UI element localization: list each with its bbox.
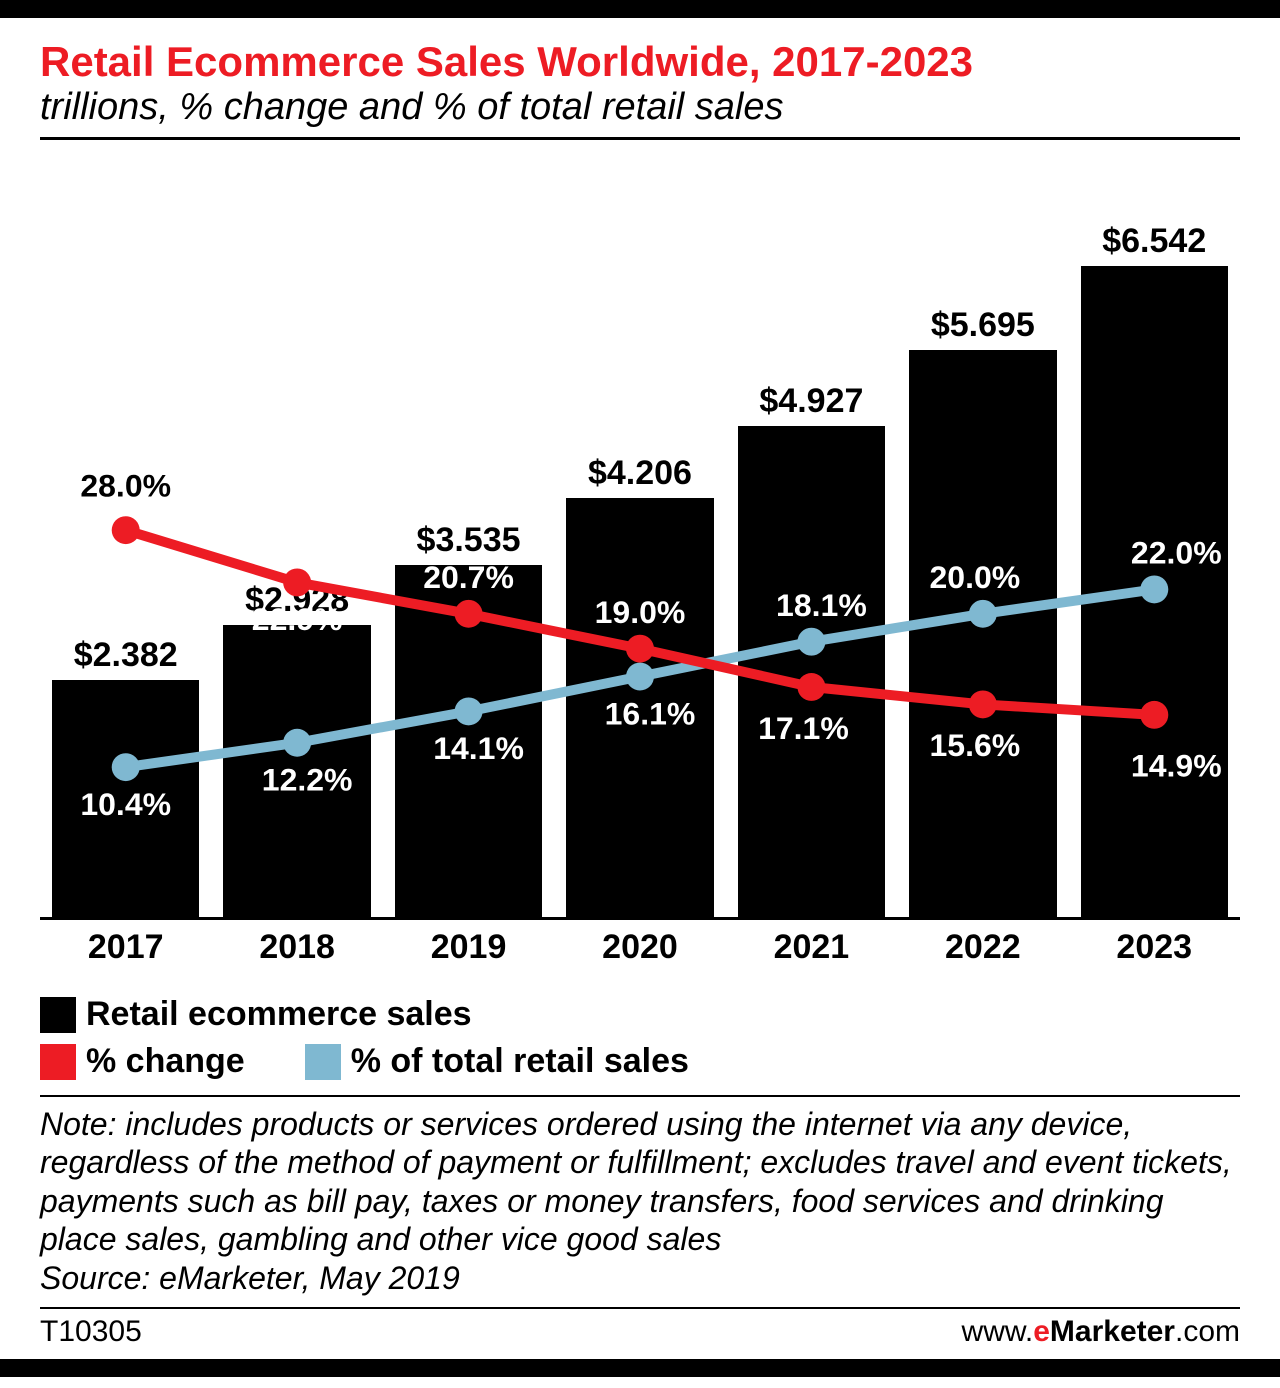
site-brand: Marketer xyxy=(1050,1315,1175,1348)
bar-value-label: $6.542 xyxy=(1102,222,1206,261)
note-text: Note: includes products or services orde… xyxy=(40,1105,1240,1259)
legend-row-1: Retail ecommerce sales xyxy=(40,995,1240,1034)
bar-slot: $4.927 xyxy=(726,220,897,917)
legend-item-bar: Retail ecommerce sales xyxy=(40,995,472,1034)
x-axis-label: 2017 xyxy=(40,928,211,967)
legend-label-share: % of total retail sales xyxy=(351,1042,689,1081)
x-axis-label: 2022 xyxy=(897,928,1068,967)
bar: $5.695 xyxy=(909,350,1056,917)
x-axis-label: 2018 xyxy=(211,928,382,967)
x-axis-label: 2020 xyxy=(554,928,725,967)
x-axis-label: 2023 xyxy=(1069,928,1240,967)
title-divider xyxy=(40,137,1240,140)
bar-slot: $6.542 xyxy=(1069,220,1240,917)
site-credit: www.eMarketer.com xyxy=(962,1315,1240,1349)
bar-value-label: $4.927 xyxy=(759,382,863,421)
bar: $3.535 xyxy=(395,565,542,917)
chart-id: T10305 xyxy=(40,1315,142,1349)
site-e: e xyxy=(1033,1315,1050,1348)
bar-value-label: $2.382 xyxy=(74,636,178,675)
chart-plot: $2.382$2.928$3.535$4.206$4.927$5.695$6.5… xyxy=(40,220,1240,920)
note-divider xyxy=(40,1095,1240,1097)
legend-label-change: % change xyxy=(86,1042,245,1081)
swatch-share xyxy=(305,1044,341,1080)
swatch-bar xyxy=(40,997,76,1033)
bar-slot: $3.535 xyxy=(383,220,554,917)
chart-title: Retail Ecommerce Sales Worldwide, 2017-2… xyxy=(40,38,1240,86)
x-axis: 2017201820192020202120222023 xyxy=(40,928,1240,967)
swatch-change xyxy=(40,1044,76,1080)
chart-inner: Retail Ecommerce Sales Worldwide, 2017-2… xyxy=(0,18,1280,1359)
bar-slot: $5.695 xyxy=(897,220,1068,917)
bar: $2.382 xyxy=(52,680,199,917)
bar-slot: $2.928 xyxy=(211,220,382,917)
legend: Retail ecommerce sales % change % of tot… xyxy=(40,995,1240,1081)
bar-value-label: $3.535 xyxy=(417,521,521,560)
site-suffix: .com xyxy=(1175,1315,1240,1348)
legend-item-share: % of total retail sales xyxy=(305,1042,689,1081)
chart-area: $2.382$2.928$3.535$4.206$4.927$5.695$6.5… xyxy=(40,180,1240,920)
legend-item-change: % change xyxy=(40,1042,245,1081)
bar: $6.542 xyxy=(1081,266,1228,917)
chart-subtitle: trillions, % change and % of total retai… xyxy=(40,86,1240,129)
bars-container: $2.382$2.928$3.535$4.206$4.927$5.695$6.5… xyxy=(40,220,1240,917)
bar: $2.928 xyxy=(223,625,370,917)
site-prefix: www. xyxy=(962,1315,1034,1348)
x-axis-label: 2019 xyxy=(383,928,554,967)
source-text: Source: eMarketer, May 2019 xyxy=(40,1259,1240,1297)
bar-value-label: $4.206 xyxy=(588,454,692,493)
legend-row-2: % change % of total retail sales xyxy=(40,1042,1240,1081)
x-axis-label: 2021 xyxy=(726,928,897,967)
bar-slot: $4.206 xyxy=(554,220,725,917)
footer: T10305 www.eMarketer.com xyxy=(40,1307,1240,1349)
bar: $4.206 xyxy=(566,498,713,917)
bar: $4.927 xyxy=(738,426,885,917)
bar-value-label: $5.695 xyxy=(931,306,1035,345)
bar-value-label: $2.928 xyxy=(245,581,349,620)
bar-slot: $2.382 xyxy=(40,220,211,917)
chart-card: Retail Ecommerce Sales Worldwide, 2017-2… xyxy=(0,0,1280,1377)
legend-label-bar: Retail ecommerce sales xyxy=(86,995,472,1034)
